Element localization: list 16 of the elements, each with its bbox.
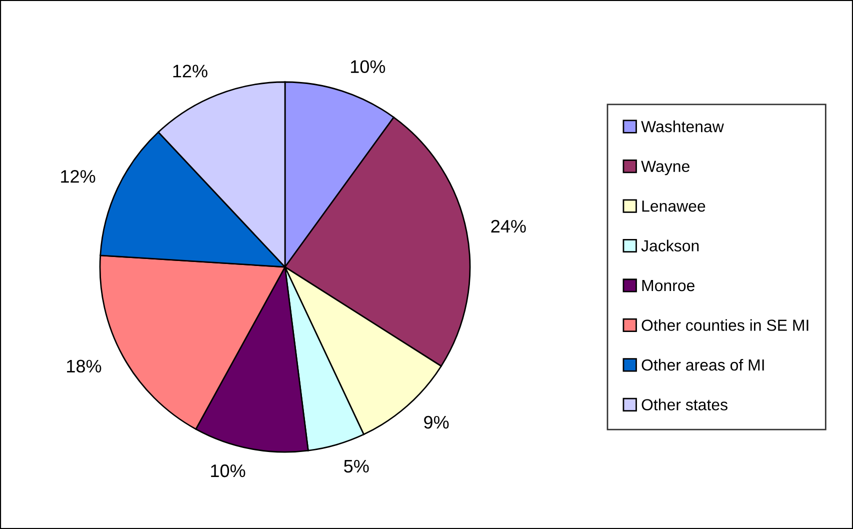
data-label: 12% xyxy=(173,64,208,78)
legend-label: Jackson xyxy=(641,240,699,252)
data-label: 10% xyxy=(350,60,386,74)
legend-label: Other counties in SE MI xyxy=(642,319,808,331)
data-label: 5% xyxy=(344,460,369,473)
legend-label: Lenawee xyxy=(642,200,706,212)
data-label: 24% xyxy=(491,220,526,233)
data-label: 9% xyxy=(424,416,449,429)
legend-label: Wayne xyxy=(641,160,690,176)
data-label: 18% xyxy=(67,360,102,373)
data-label: 10% xyxy=(211,464,246,478)
legend-label: Washtenaw xyxy=(641,120,724,132)
legend-label: Monroe xyxy=(642,280,694,292)
legend-label: Other states xyxy=(642,398,728,410)
legend-label: Other areas of MI xyxy=(642,358,764,371)
data-label: 12% xyxy=(61,170,96,183)
